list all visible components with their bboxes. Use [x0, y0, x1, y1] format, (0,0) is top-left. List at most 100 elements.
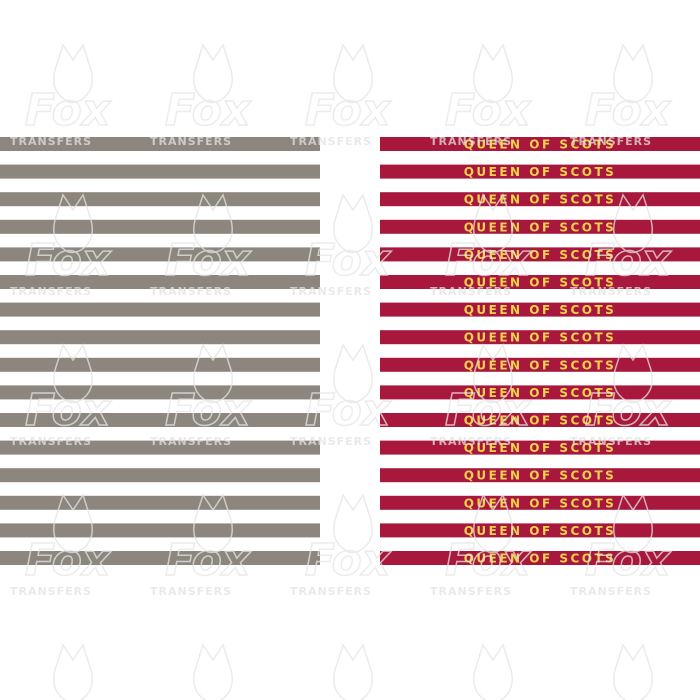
watermark-caption: TRANSFERS — [10, 285, 92, 298]
watermark-logo: Fox — [165, 85, 252, 136]
watermark-caption: TRANSFERS — [570, 285, 652, 298]
strip-label: QUEEN OF SCOTS — [464, 358, 617, 372]
strip-label: QUEEN OF SCOTS — [464, 552, 617, 566]
watermark-caption: TRANSFERS — [290, 435, 372, 448]
fox-icon — [193, 343, 233, 404]
fox-icon — [193, 193, 233, 254]
watermark-logo: Fox — [305, 385, 392, 436]
red-strip — [380, 440, 700, 455]
fox-icon — [613, 493, 653, 554]
strip-label: QUEEN OF SCOTS — [464, 220, 617, 234]
strip-label: QUEEN OF SCOTS — [464, 331, 617, 345]
watermark-logo: Fox — [445, 535, 532, 586]
fox-icon — [53, 493, 93, 554]
fox-icon — [53, 193, 93, 254]
watermark-logo: Fox — [585, 535, 672, 586]
grey-strip — [0, 330, 320, 345]
red-strip — [380, 137, 700, 151]
fox-icon — [613, 643, 653, 700]
grey-strip — [0, 440, 320, 455]
grey-strip — [0, 275, 320, 289]
fox-icon — [193, 643, 233, 700]
watermark-caption: TRANSFERS — [430, 285, 512, 298]
red-strip — [380, 468, 700, 483]
strip-label: QUEEN OF SCOTS — [464, 276, 617, 290]
watermark-caption: TRANSFERS — [290, 135, 372, 148]
watermark-caption: TRANSFERS — [10, 585, 92, 598]
strip-label: QUEEN OF SCOTS — [464, 441, 617, 455]
grey-strip — [0, 192, 320, 207]
strip-label: QUEEN OF SCOTS — [464, 524, 617, 538]
watermark-logo: Fox — [305, 535, 392, 586]
strip-label: QUEEN OF SCOTS — [464, 469, 617, 483]
watermark-logo: Fox — [445, 235, 532, 286]
strip-label: QUEEN OF SCOTS — [464, 303, 617, 317]
watermark-logo: Fox — [25, 85, 112, 136]
watermark-logo: Fox — [305, 235, 392, 286]
strip-label: QUEEN OF SCOTS — [464, 193, 617, 207]
watermark-caption: TRANSFERS — [150, 585, 232, 598]
red-strip — [380, 302, 700, 317]
fox-icon — [53, 43, 93, 104]
watermark-caption: TRANSFERS — [290, 585, 372, 598]
watermark-caption: TRANSFERS — [430, 585, 512, 598]
strips: QUEEN OF SCOTS QUEEN OF SCOTS QUEEN OF SCO… — [0, 137, 700, 566]
watermark-caption: TRANSFERS — [150, 435, 232, 448]
watermark-logo: Fox — [165, 535, 252, 586]
strip-label: QUEEN OF SCOTS — [464, 165, 617, 179]
fox-icon — [333, 193, 373, 254]
strip-label: QUEEN OF SCOTS — [464, 414, 617, 428]
fox-icon — [333, 493, 373, 554]
watermark-caption: TRANSFERS — [430, 135, 512, 148]
watermark-logo: Fox — [25, 235, 112, 286]
watermark-logo: Fox — [585, 85, 672, 136]
fox-icon — [333, 43, 373, 104]
watermark-caption: TRANSFERS — [150, 285, 232, 298]
grey-strip — [0, 302, 320, 317]
watermark-caption: TRANSFERS — [570, 435, 652, 448]
fox-icon — [473, 43, 513, 104]
red-strip — [380, 330, 700, 345]
fox-icon — [333, 343, 373, 404]
fox-icon — [613, 43, 653, 104]
strip-label: QUEEN OF SCOTS — [464, 248, 617, 262]
watermark-logo: Fox — [445, 385, 532, 436]
watermark-logo: Fox — [585, 385, 672, 436]
watermark-logo: Fox — [165, 385, 252, 436]
grey-strip — [0, 164, 320, 179]
grey-strip — [0, 495, 320, 510]
grey-strip — [0, 357, 320, 372]
watermark: FoxTRANSFERSFoxTRANSFERSFoxTRANSFERSFoxT… — [10, 43, 673, 700]
fox-icon — [193, 43, 233, 104]
strip-label: QUEEN OF SCOTS — [464, 386, 617, 400]
watermark-caption: TRANSFERS — [570, 585, 652, 598]
strip-label: QUEEN OF SCOTS — [464, 138, 617, 152]
red-strip — [380, 357, 700, 372]
watermark-logo: Fox — [305, 85, 392, 136]
watermark-caption: TRANSFERS — [290, 285, 372, 298]
red-strip — [380, 247, 700, 262]
red-strip — [380, 551, 700, 565]
grey-strip — [0, 523, 320, 538]
grey-strip — [0, 551, 320, 565]
fox-icon — [53, 343, 93, 404]
red-strip — [380, 275, 700, 289]
watermark-logo: Fox — [25, 535, 112, 586]
watermark-logo: Fox — [165, 235, 252, 286]
red-strip — [380, 523, 700, 538]
red-strip — [380, 219, 700, 234]
grey-strip — [0, 219, 320, 234]
fox-icon — [333, 643, 373, 700]
fox-icon — [473, 493, 513, 554]
watermark-caption: TRANSFERS — [150, 135, 232, 148]
grey-strip — [0, 468, 320, 483]
grey-strip — [0, 137, 320, 151]
watermark-caption: TRANSFERS — [430, 435, 512, 448]
grey-strip — [0, 385, 320, 400]
watermark-caption: TRANSFERS — [570, 135, 652, 148]
watermark-logo: Fox — [445, 85, 532, 136]
fox-icon — [473, 343, 513, 404]
strip-label: QUEEN OF SCOTS — [464, 496, 617, 510]
red-strip — [380, 413, 700, 427]
